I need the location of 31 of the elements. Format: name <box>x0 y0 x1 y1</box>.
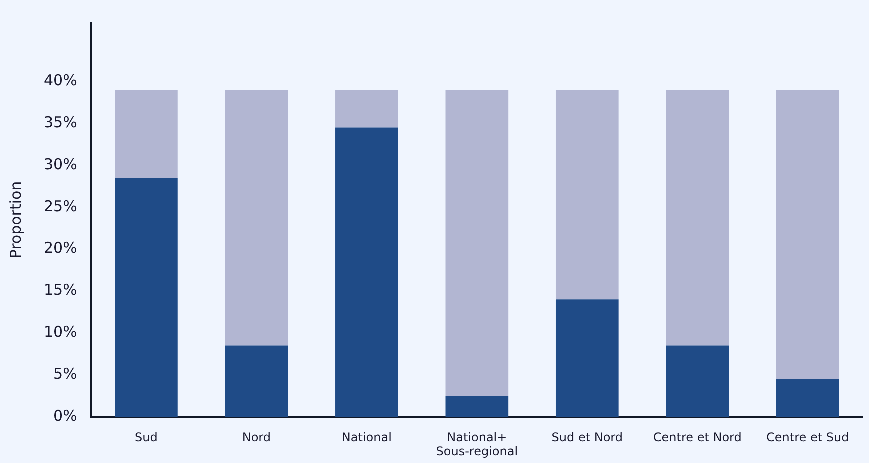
y-tick-label: 0% <box>54 406 78 425</box>
x-tick-label: National+ Sous-regional <box>436 430 518 459</box>
bar <box>115 90 178 178</box>
y-tick-label: 5% <box>54 364 78 383</box>
bar <box>115 178 178 417</box>
bar <box>336 90 398 128</box>
y-tick-label: 40% <box>44 72 78 90</box>
bar <box>446 396 509 417</box>
bar <box>225 90 288 346</box>
y-tick-label: 30% <box>44 155 78 174</box>
y-tick-label: 35% <box>44 113 78 132</box>
x-tick-label: National <box>342 430 392 444</box>
bar <box>446 90 509 396</box>
x-tick-label: Nord <box>242 430 272 444</box>
bar <box>666 346 730 417</box>
bar <box>556 300 619 417</box>
bar <box>336 128 398 417</box>
x-tick-label: Sud <box>135 430 158 444</box>
bar <box>666 90 730 346</box>
bar <box>776 379 840 417</box>
y-tick-label: 15% <box>44 281 78 300</box>
bar <box>225 346 288 417</box>
y-tick-label: 20% <box>44 239 78 258</box>
x-tick-label: Centre et Sud <box>766 430 850 444</box>
bar <box>556 90 619 300</box>
x-tick-label: Sud et Nord <box>552 430 624 444</box>
bar <box>776 90 840 380</box>
x-tick-label: Centre et Nord <box>653 430 742 444</box>
y-axis-title: Proportion <box>6 181 25 259</box>
y-tick-label: 25% <box>44 197 78 216</box>
y-tick-label: 10% <box>44 323 78 342</box>
